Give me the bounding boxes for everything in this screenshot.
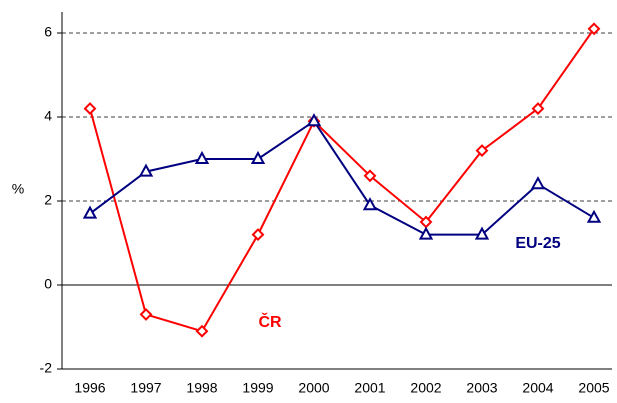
marker <box>363 169 377 183</box>
marker <box>306 113 322 127</box>
x-tick-label: 2002 <box>410 380 441 396</box>
marker <box>138 163 154 177</box>
series-label: EU-25 <box>515 235 560 252</box>
marker <box>418 226 434 240</box>
marker <box>362 197 378 211</box>
x-tick-label: 1999 <box>242 380 273 396</box>
y-tick-label: 2 <box>44 192 52 208</box>
marker <box>194 150 210 164</box>
x-tick-label: 1998 <box>186 380 217 396</box>
y-tick-label: -2 <box>40 360 53 376</box>
marker <box>530 176 546 190</box>
x-tick-label: 2003 <box>466 380 497 396</box>
x-tick-label: 2004 <box>522 380 553 396</box>
x-tick-label: 2000 <box>298 380 329 396</box>
x-tick-label: 1997 <box>130 380 161 396</box>
marker <box>251 228 265 242</box>
marker <box>250 150 266 164</box>
series-line <box>89 119 595 236</box>
marker <box>474 226 490 240</box>
y-axis-label: % <box>12 181 24 197</box>
marker <box>139 307 153 321</box>
y-tick-label: 0 <box>44 276 52 292</box>
x-tick-label: 2001 <box>354 380 385 396</box>
series-label: ČR <box>258 312 282 331</box>
y-tick-label: 4 <box>44 108 52 124</box>
marker <box>195 324 209 338</box>
x-tick-label: 1996 <box>74 380 105 396</box>
marker <box>82 205 98 219</box>
series-line <box>89 28 595 333</box>
marker <box>531 102 545 116</box>
marker <box>83 102 97 116</box>
x-tick-label: 2005 <box>578 380 609 396</box>
y-tick-label: 6 <box>44 24 52 40</box>
marker <box>587 22 601 36</box>
marker <box>586 209 602 223</box>
marker <box>475 144 489 158</box>
